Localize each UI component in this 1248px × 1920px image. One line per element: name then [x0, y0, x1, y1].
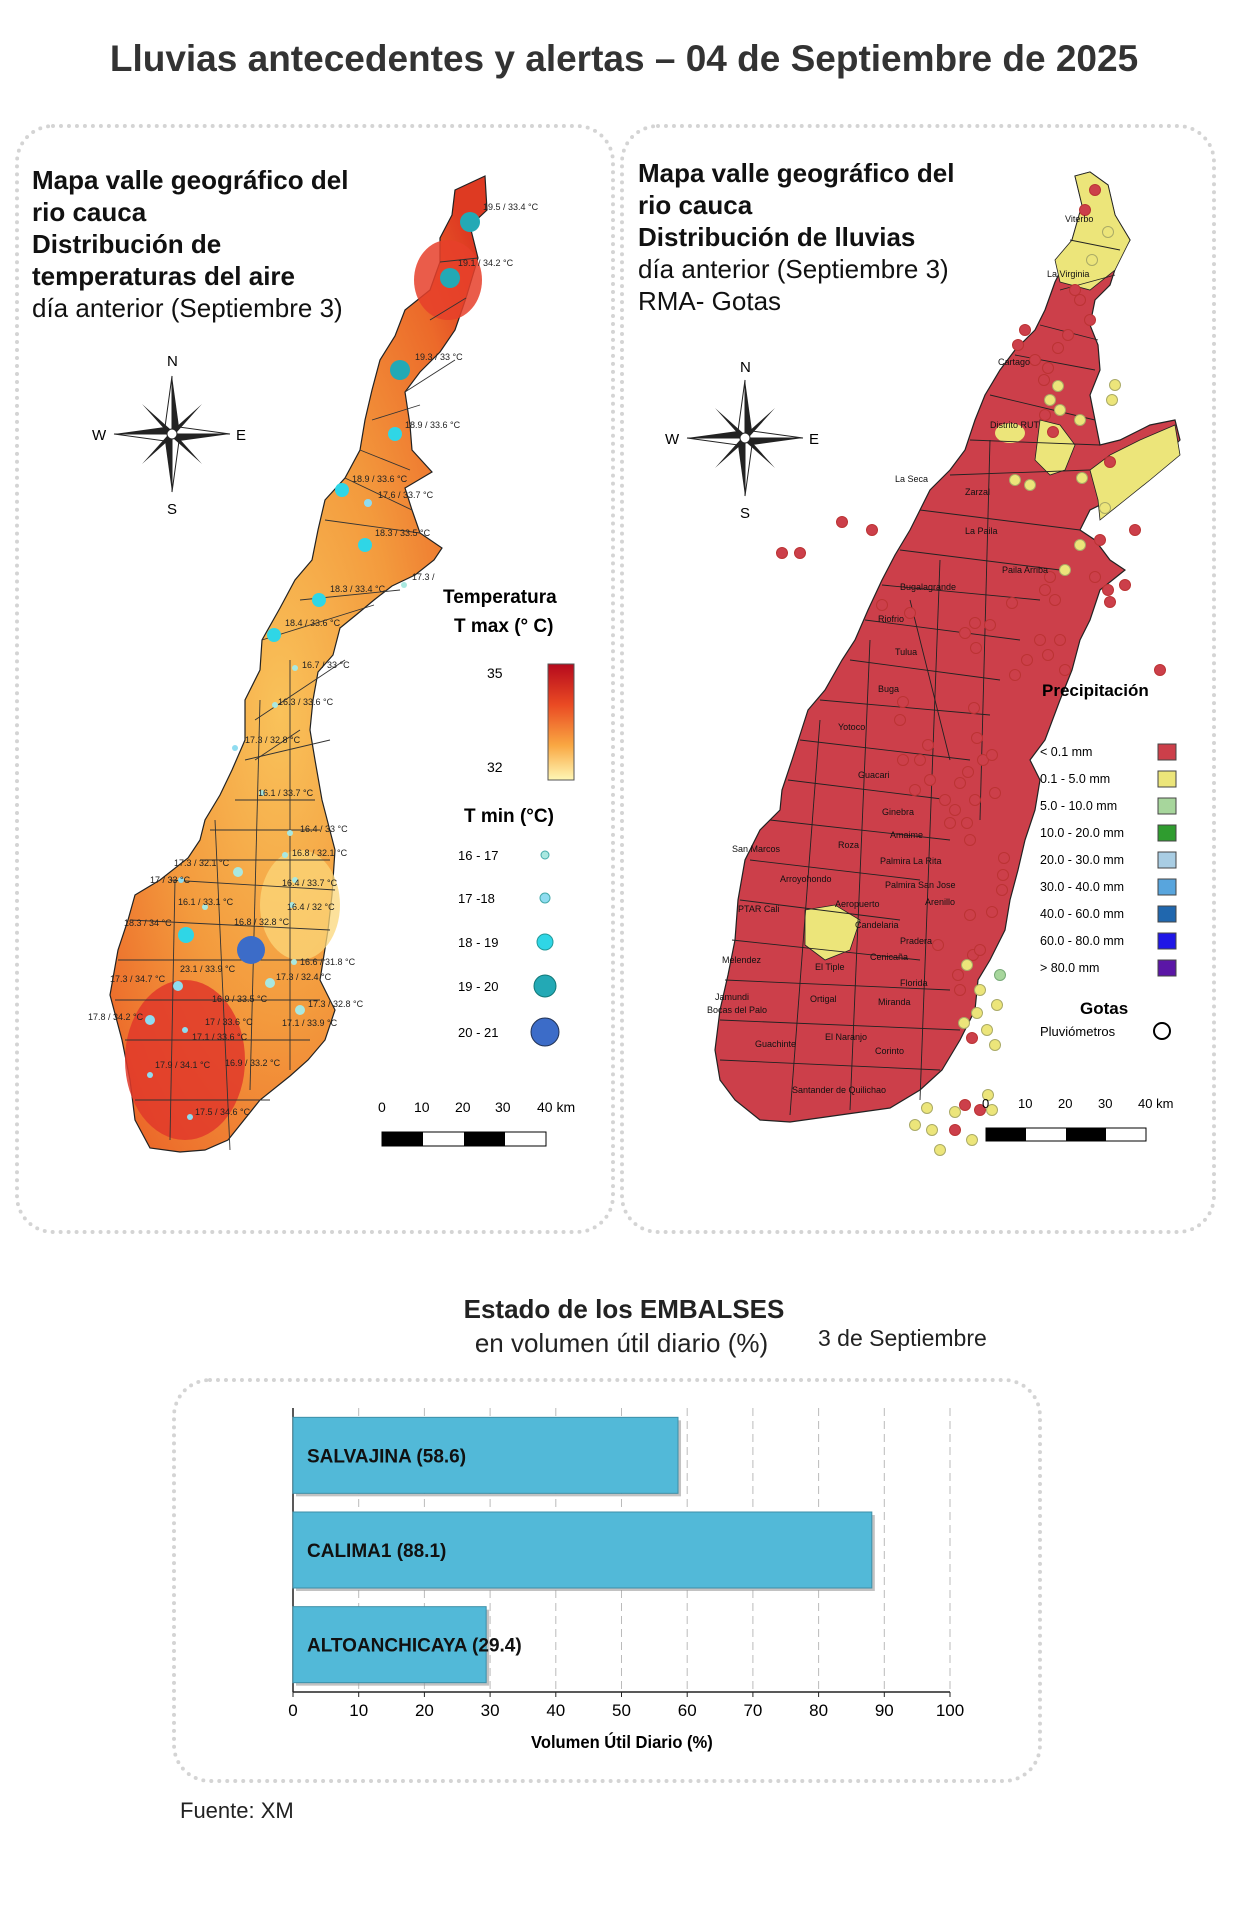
- bar-label: ALTOANCHICAYA (29.4): [307, 1636, 522, 1657]
- x-tick-label: 20: [415, 1701, 434, 1720]
- source-note: Fuente: XM: [180, 1798, 294, 1824]
- x-tick-labels: 0 10 20 30 40 50 60 70 80 90 100: [288, 1692, 964, 1720]
- x-tick-label: 100: [936, 1701, 964, 1720]
- x-tick-label: 90: [875, 1701, 894, 1720]
- x-tick-label: 80: [809, 1701, 828, 1720]
- x-tick-label: 70: [743, 1701, 762, 1720]
- x-axis-label: Volumen Útil Diario (%): [531, 1731, 713, 1752]
- x-tick-label: 0: [288, 1701, 297, 1720]
- x-tick-label: 30: [481, 1701, 500, 1720]
- chart-bars: SALVAJINA (58.6) CALIMA1 (88.1) ALTOANCHIC…: [293, 1417, 875, 1685]
- x-tick-label: 50: [612, 1701, 631, 1720]
- bar-label: CALIMA1 (88.1): [307, 1541, 446, 1562]
- x-tick-label: 60: [678, 1701, 697, 1720]
- bar-label: SALVAJINA (58.6): [307, 1446, 466, 1467]
- x-tick-label: 40: [546, 1701, 565, 1720]
- x-tick-label: 10: [349, 1701, 368, 1720]
